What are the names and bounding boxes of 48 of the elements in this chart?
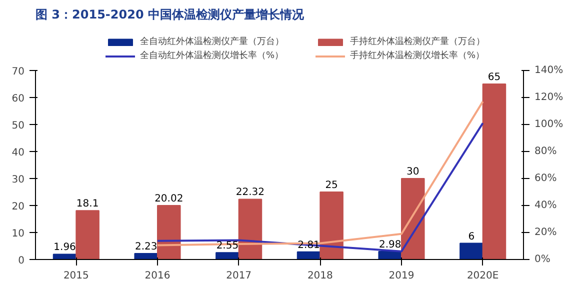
y2-tick-label: 0% (534, 254, 550, 265)
line-series (156, 122, 484, 252)
x-tick-label: 2019 (388, 270, 414, 282)
bar (216, 252, 240, 260)
bar (401, 178, 425, 260)
data-label: 18.1 (76, 198, 99, 210)
y-tick-label: 10 (12, 228, 25, 240)
x-tick-label: 2017 (226, 270, 252, 282)
bar (157, 204, 181, 260)
legend-label: 全自动红外体温检测仪产量（万台） (140, 36, 284, 48)
data-label: 25 (325, 180, 338, 191)
y-tick-label: 30 (12, 174, 25, 186)
y2-tick-label: 80% (534, 146, 557, 157)
bar (52, 254, 77, 260)
bar (76, 210, 100, 260)
data-label: 1.96 (54, 242, 76, 254)
y2-tick-label: 140% (534, 65, 564, 76)
legend-label: 全自动红外体温检测仪增长率（%） (140, 50, 284, 62)
data-label: 2.55 (216, 240, 239, 252)
bar (238, 198, 262, 260)
bar (460, 242, 484, 260)
data-label: 20.02 (154, 193, 184, 204)
x-tick-label: 2016 (144, 270, 170, 282)
y-tick-label: 50 (12, 120, 25, 132)
bar (482, 84, 506, 260)
legend-label: 手持红外体温检测仪增长率（%） (350, 50, 485, 62)
y-tick-label: 40 (12, 148, 25, 158)
y-tick-label: 0 (18, 256, 25, 266)
data-label: 65 (488, 72, 501, 83)
chart-title: 图 3：2015-2020 中国体温检测仪产量增长情况 (36, 8, 305, 22)
data-label: 6 (468, 231, 475, 242)
x-tick-label: 2018 (307, 270, 333, 282)
y-tick-label: 60 (12, 94, 25, 104)
y-tick-label: 70 (12, 66, 25, 78)
y2-tick-label: 20% (534, 227, 557, 238)
data-label: 22.32 (236, 187, 265, 198)
legend-label: 手持红外体温检测仪产量（万台） (350, 36, 485, 48)
y2-tick-label: 40% (534, 200, 557, 211)
y2-tick-label: 100% (534, 119, 564, 130)
x-tick-label: 2020E (466, 270, 499, 282)
x-tick-label: 2015 (63, 270, 89, 282)
data-label: 2.23 (134, 241, 158, 252)
y2-tick-label: 60% (534, 173, 557, 184)
data-label: 2.98 (378, 239, 402, 250)
bar (320, 192, 344, 260)
y-tick-label: 20 (12, 202, 25, 212)
y2-tick-label: 120% (534, 92, 564, 103)
data-label: 30 (406, 166, 420, 178)
